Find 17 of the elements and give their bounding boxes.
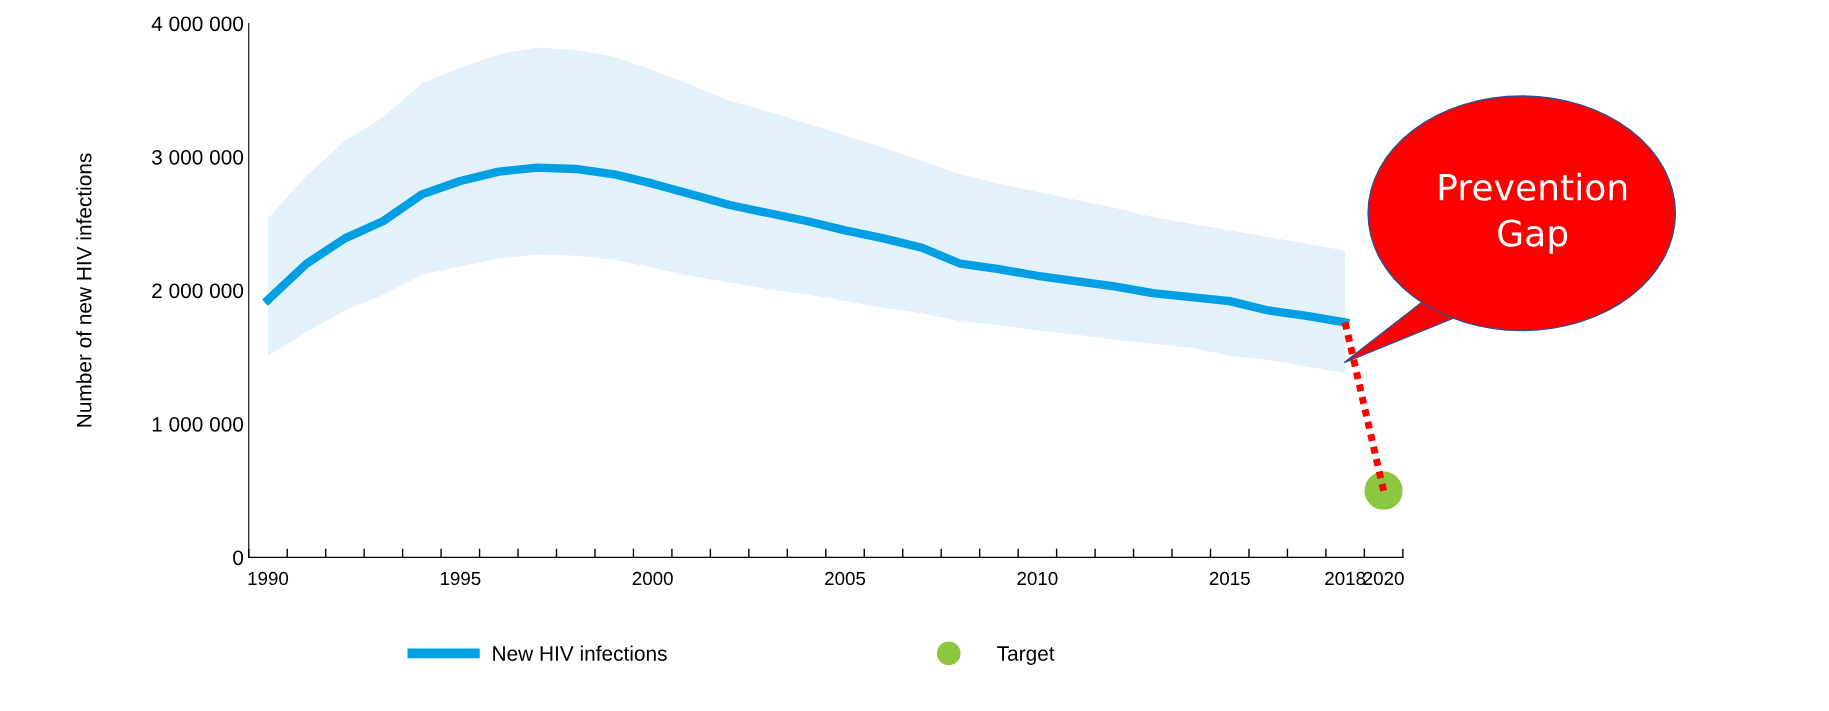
y-axis-title: Number of new HIV infections [76, 153, 92, 427]
legend-label: Target [997, 646, 1055, 666]
x-tick-label: 2020 [1363, 571, 1404, 586]
x-tick-label: 2000 [632, 571, 673, 586]
x-tick-label: 2015 [1209, 571, 1250, 586]
x-tick-label: 1990 [248, 571, 289, 586]
x-tick-label: 2010 [1017, 571, 1058, 586]
y-tick-label: 4 000 000 [151, 16, 244, 32]
legend-label: New HIV infections [493, 645, 667, 661]
x-tick-label: 2018 [1325, 571, 1366, 586]
y-tick-label: 0 [233, 550, 244, 566]
text: Prevention Gap [1439, 172, 1627, 254]
y-tick-label: 3 000 000 [152, 149, 244, 165]
y-tick-label: 1 000 000 [152, 416, 244, 432]
y-tick-label: 2 000 000 [152, 283, 244, 299]
x-tick-label: 1995 [440, 571, 481, 586]
x-tick-label: 2005 [825, 571, 866, 586]
